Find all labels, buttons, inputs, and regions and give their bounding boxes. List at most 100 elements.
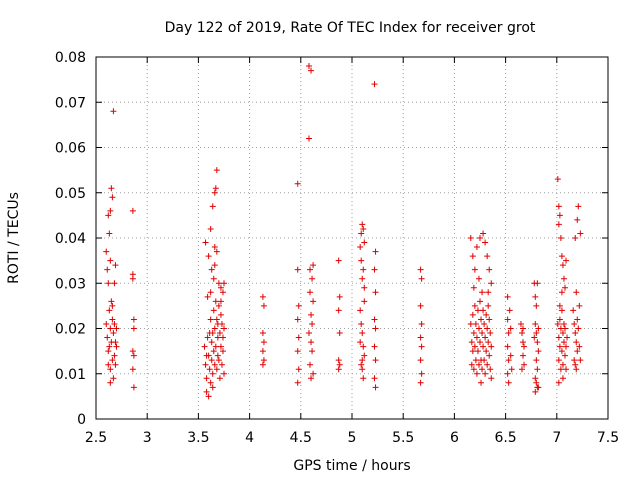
data-point	[294, 180, 301, 187]
data-point	[417, 266, 424, 273]
data-point	[212, 185, 219, 192]
data-point	[221, 370, 227, 377]
data-point	[309, 320, 316, 327]
y-tick-label: 0.01	[55, 367, 86, 383]
data-point	[307, 266, 314, 273]
data-point	[482, 239, 489, 246]
axis-ticks: 2.5 3 3.5 4 4.5 5 5.5 6 6.5 7 7.5 0 0.01 0.02 0.03 0.04…	[55, 50, 619, 446]
data-point	[471, 302, 478, 309]
data-point	[206, 366, 213, 373]
data-point	[360, 343, 367, 350]
data-point	[507, 325, 514, 332]
data-point	[560, 339, 567, 346]
data-point	[559, 262, 566, 269]
data-point	[359, 275, 366, 282]
data-point	[561, 352, 568, 359]
data-point	[418, 370, 425, 377]
data-point	[534, 366, 541, 373]
data-point	[361, 352, 368, 359]
data-point	[532, 388, 539, 395]
data-point	[470, 284, 477, 291]
data-point	[418, 275, 425, 282]
data-point	[108, 185, 115, 192]
data-point	[484, 325, 491, 332]
data-point	[533, 379, 540, 386]
data-point	[517, 320, 524, 327]
data-point	[219, 334, 226, 341]
data-point	[555, 379, 562, 386]
data-point	[208, 357, 215, 364]
data-point	[108, 298, 115, 305]
data-point	[203, 352, 210, 359]
data-point	[558, 307, 565, 314]
data-point	[259, 348, 266, 355]
data-point	[518, 330, 525, 337]
data-point	[360, 375, 367, 382]
data-point	[371, 375, 378, 382]
data-point	[209, 203, 216, 210]
data-point	[472, 357, 479, 364]
data-point	[307, 361, 314, 368]
data-point	[472, 320, 479, 327]
data-point	[215, 357, 222, 364]
data-point	[573, 339, 580, 346]
data-point	[335, 366, 342, 373]
data-point	[533, 357, 540, 364]
data-point	[485, 302, 492, 309]
data-point	[310, 262, 317, 269]
data-point	[535, 384, 542, 391]
data-point	[506, 307, 513, 314]
data-point	[521, 361, 528, 368]
data-point	[576, 343, 583, 350]
data-point	[372, 248, 379, 255]
data-point	[504, 343, 511, 350]
data-point	[556, 316, 563, 323]
data-point	[474, 348, 481, 355]
data-point	[207, 316, 214, 323]
data-point	[371, 316, 378, 323]
data-point	[573, 289, 580, 296]
data-point	[505, 379, 512, 386]
x-tick-label: 6	[450, 430, 459, 446]
data-point	[361, 239, 368, 246]
data-point	[479, 289, 486, 296]
data-point	[357, 307, 364, 314]
data-point	[107, 325, 114, 332]
data-point	[520, 325, 527, 332]
data-point	[107, 257, 114, 264]
chart-title: Day 122 of 2019, Rate Of TEC Index for r…	[165, 20, 536, 36]
data-point	[475, 325, 482, 332]
data-point	[469, 311, 476, 318]
data-point	[417, 379, 424, 386]
data-point	[473, 334, 480, 341]
y-tick-label: 0.06	[55, 141, 86, 157]
data-point	[470, 330, 477, 337]
data-point	[556, 212, 563, 219]
data-point	[575, 325, 582, 332]
data-point	[259, 330, 266, 337]
data-point	[216, 375, 223, 382]
data-point	[481, 357, 488, 364]
data-point	[477, 339, 483, 346]
data-point	[309, 275, 316, 282]
data-point	[554, 176, 561, 183]
data-point	[558, 289, 565, 296]
y-tick-label: 0	[77, 412, 86, 428]
data-point	[521, 343, 528, 350]
data-point	[211, 325, 218, 332]
data-point	[260, 357, 267, 364]
data-point	[130, 325, 137, 332]
data-point	[486, 316, 493, 323]
data-point	[109, 357, 116, 364]
data-point	[109, 316, 116, 323]
data-point	[221, 280, 227, 287]
data-point	[488, 280, 495, 287]
data-point	[469, 348, 476, 355]
data-point	[560, 275, 567, 282]
data-point	[575, 203, 582, 210]
data-point	[359, 366, 366, 373]
data-point	[475, 361, 482, 368]
data-point	[259, 293, 266, 300]
